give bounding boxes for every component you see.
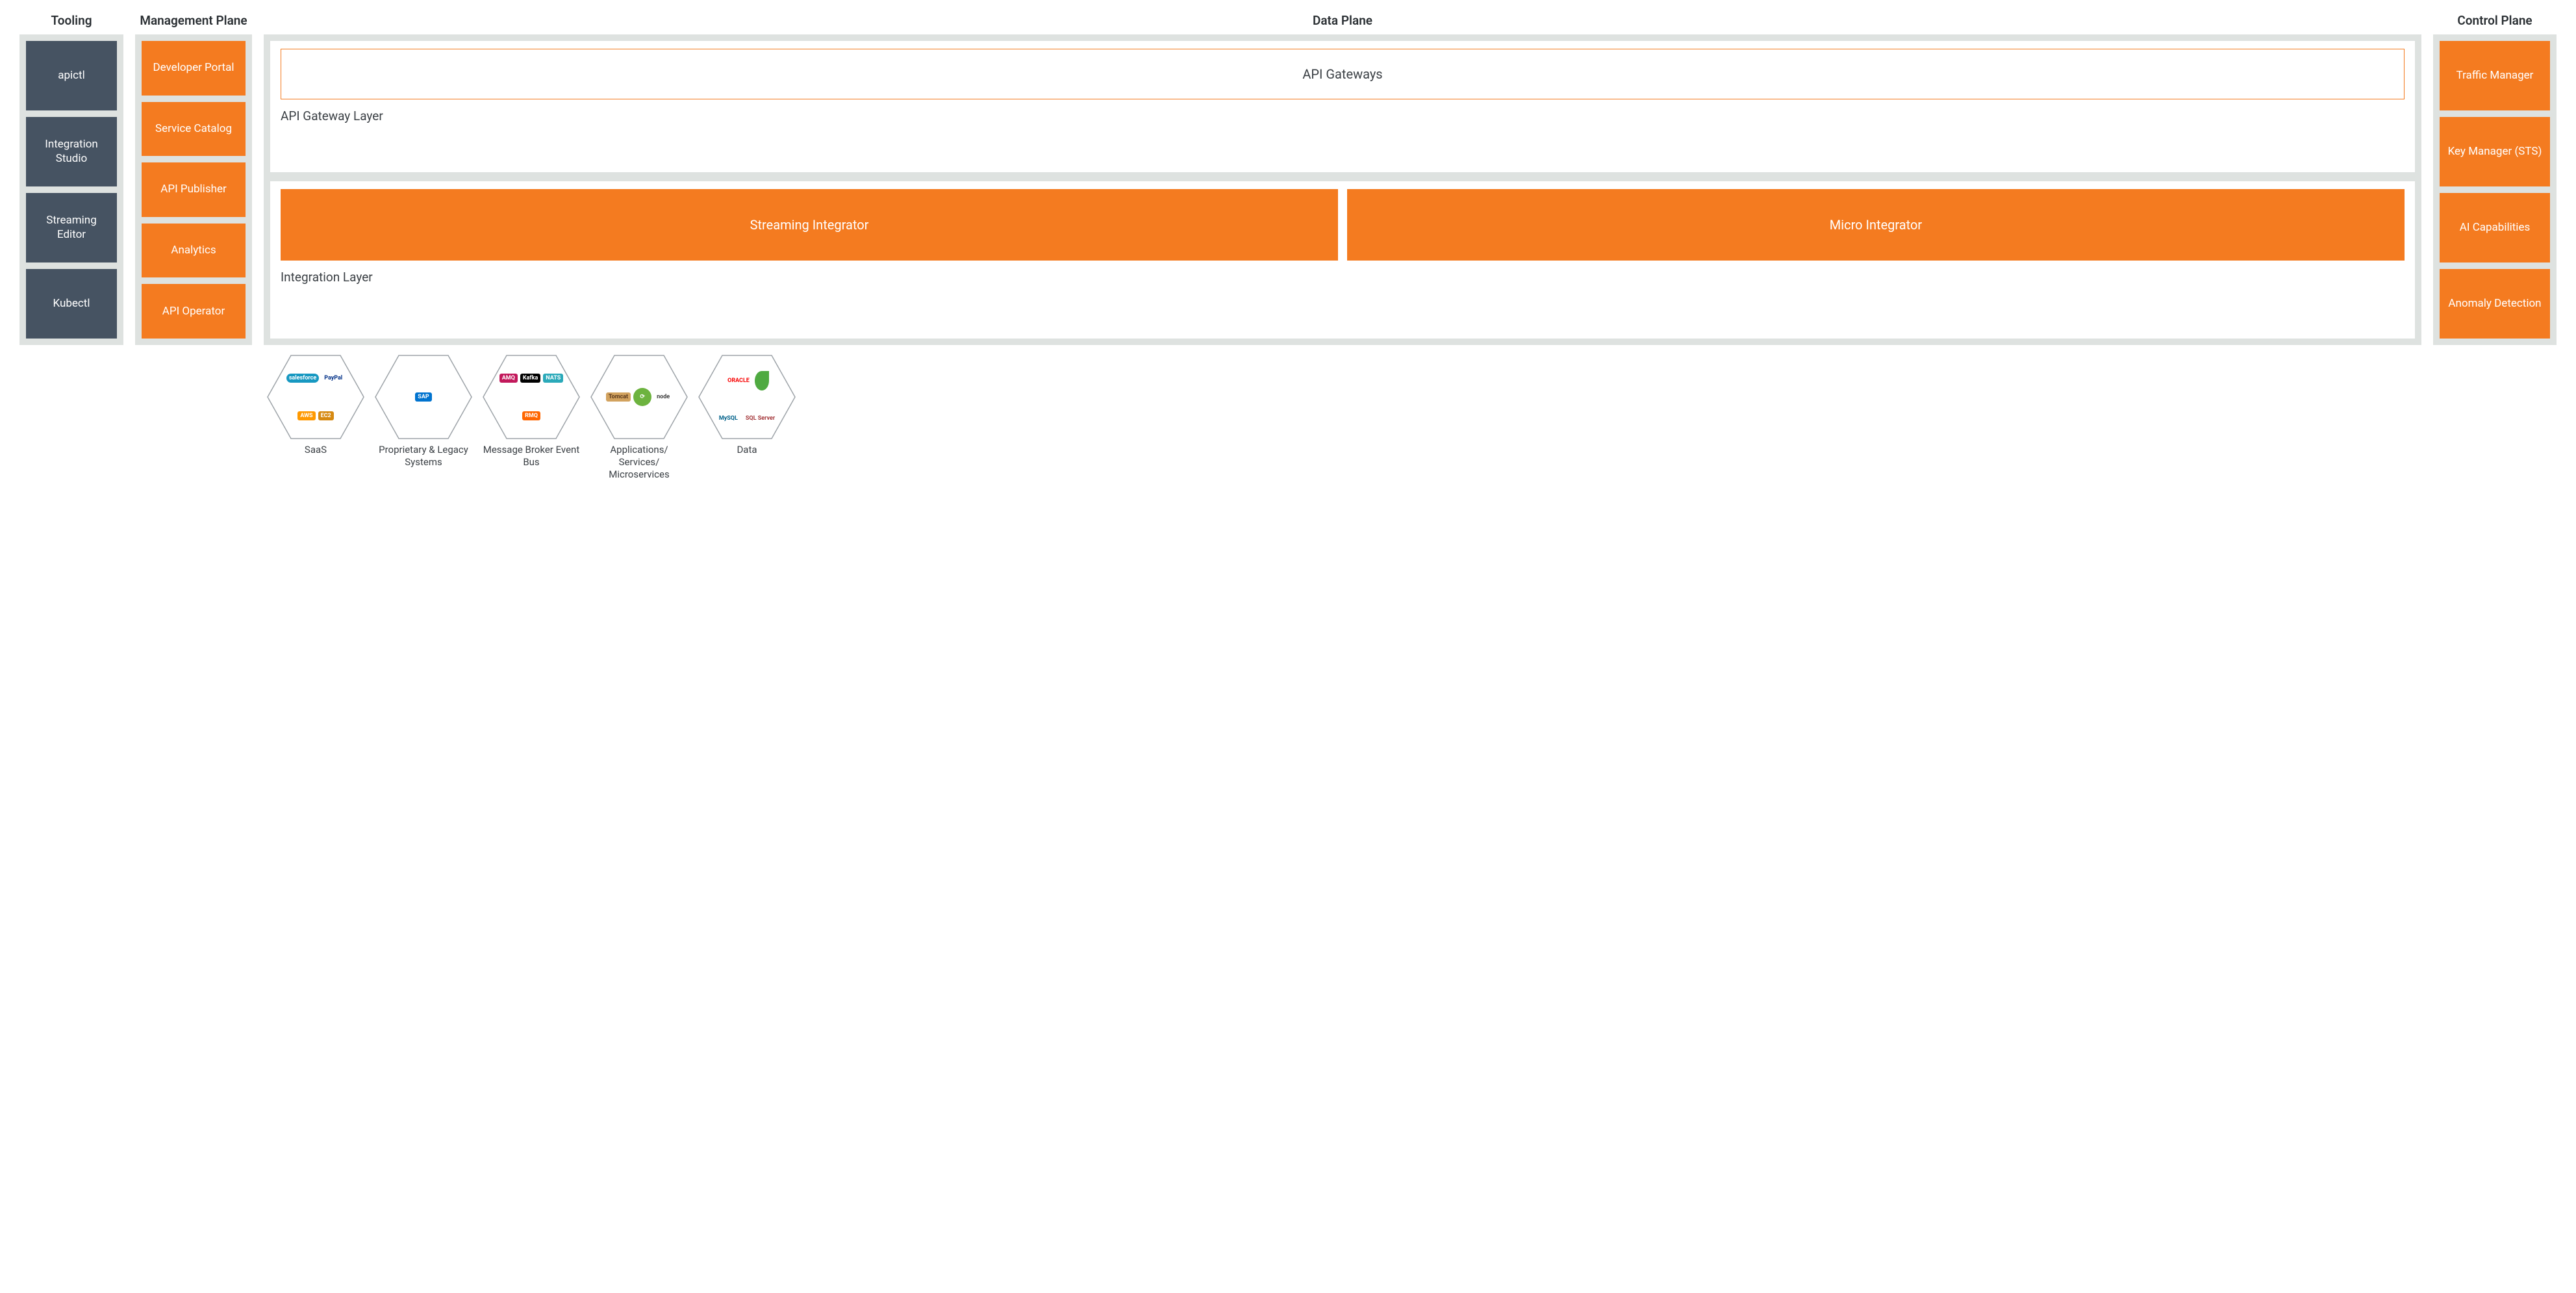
logo-spring: ⟳ xyxy=(633,388,651,406)
backend-hexagons-row: salesforcePayPal AWSEC2 SaaS SAP Proprietary… xyxy=(264,354,2421,480)
logo-oracle: ORACLE xyxy=(725,376,752,385)
data-plane-title: Data Plane xyxy=(264,13,2421,28)
logo-aws: AWS xyxy=(297,411,315,420)
logo-sql-server: SQL Server xyxy=(743,414,777,423)
logo-mongo xyxy=(755,371,769,390)
logo-tomcat: Tomcat xyxy=(606,392,631,402)
hex-item-0: salesforcePayPal AWSEC2 SaaS xyxy=(266,354,365,480)
logo-node: node xyxy=(654,392,672,402)
integrator-box-1: Micro Integrator xyxy=(1347,189,2405,261)
management-box-0: Developer Portal xyxy=(142,41,246,96)
hexagon-4: ORACLE MySQLSQL Server xyxy=(698,354,796,440)
management-title: Management Plane xyxy=(135,13,252,28)
architecture-diagram: Tooling apictl Integration Studio Streamin… xyxy=(19,13,2557,480)
logo-kafka: Kafka xyxy=(520,374,540,383)
data-plane-column: Data Plane API Gateways API Gateway Laye… xyxy=(264,13,2421,480)
logo-amq: AMQ xyxy=(499,374,518,383)
hexagon-2: AMQKafkaNATS RMQ xyxy=(482,354,581,440)
api-gateways-box: API Gateways xyxy=(281,49,2405,99)
management-panel: Developer Portal Service CatalogAPI Publi… xyxy=(135,34,252,345)
management-box-4: API Operator xyxy=(142,284,246,339)
tooling-title: Tooling xyxy=(19,13,123,28)
management-box-1: Service Catalog xyxy=(142,102,246,157)
logo-mysql: MySQL xyxy=(716,414,740,423)
hex-label-0: SaaS xyxy=(305,444,327,456)
hex-label-3: Applications/ Services/ Microservices xyxy=(590,444,688,480)
integrator-box-0: Streaming Integrator xyxy=(281,189,1338,261)
logo-ec2: EC2 xyxy=(318,411,334,420)
api-gateway-layer-card: API Gateways API Gateway Layer xyxy=(270,41,2415,172)
tooling-box-2: Streaming Editor xyxy=(26,193,117,262)
hexagon-3: Tomcat⟳node xyxy=(590,354,688,440)
tooling-panel: apictl Integration Studio Streaming Editor… xyxy=(19,34,123,345)
hex-item-3: Tomcat⟳node Applications/ Services/ Micro… xyxy=(590,354,688,480)
control-plane-panel: Traffic Manager Key Manager (STS) AI Capab… xyxy=(2433,34,2557,345)
hex-label-2: Message Broker Event Bus xyxy=(482,444,581,468)
api-gateways-label: API Gateways xyxy=(1302,66,1382,82)
api-gateway-layer-label: API Gateway Layer xyxy=(281,109,2405,123)
control-plane-column: Control Plane Traffic Manager Key Manager… xyxy=(2433,13,2557,345)
hex-label-4: Data xyxy=(737,444,757,456)
tooling-box-1: Integration Studio xyxy=(26,117,117,186)
hex-label-1: Proprietary & Legacy Systems xyxy=(374,444,473,468)
logo-paypal: PayPal xyxy=(322,374,345,383)
control-box-2: AI Capabilities xyxy=(2440,193,2550,262)
integration-layer-card: Streaming IntegratorMicro Integrator Int… xyxy=(270,181,2415,339)
control-box-0: Traffic Manager xyxy=(2440,41,2550,110)
control-box-1: Key Manager (STS) xyxy=(2440,117,2550,186)
control-box-3: Anomaly Detection xyxy=(2440,269,2550,339)
control-plane-title: Control Plane xyxy=(2433,13,2557,28)
data-plane-panel: API Gateways API Gateway Layer Streaming… xyxy=(264,34,2421,345)
integration-layer-label: Integration Layer xyxy=(281,270,2405,285)
hexagon-0: salesforcePayPal AWSEC2 xyxy=(266,354,365,440)
management-box-3: Analytics xyxy=(142,224,246,278)
tooling-box-0: apictl xyxy=(26,41,117,110)
hex-item-2: AMQKafkaNATS RMQ Message Broker Event Bus xyxy=(482,354,581,480)
logo-nats: NATS xyxy=(543,374,563,383)
tooling-box-3: Kubectl xyxy=(26,269,117,339)
management-column: Management Plane Developer Portal Service… xyxy=(135,13,252,345)
logo-salesforce: salesforce xyxy=(286,374,319,383)
logo-rmq: RMQ xyxy=(522,411,540,420)
tooling-column: Tooling apictl Integration Studio Streamin… xyxy=(19,13,123,345)
hex-item-1: SAP Proprietary & Legacy Systems xyxy=(374,354,473,480)
integration-boxes-row: Streaming IntegratorMicro Integrator xyxy=(281,189,2405,261)
logo-sap: SAP xyxy=(415,392,431,402)
hexagon-1: SAP xyxy=(374,354,473,440)
management-box-2: API Publisher xyxy=(142,162,246,217)
hex-item-4: ORACLE MySQLSQL Server Data xyxy=(698,354,796,480)
